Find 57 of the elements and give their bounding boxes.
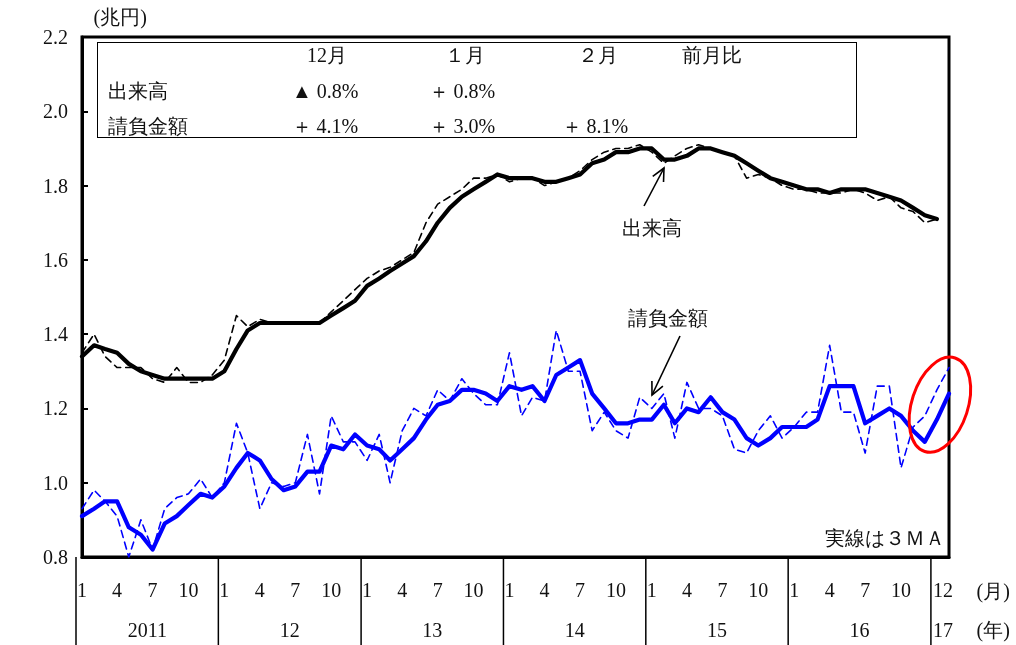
x-tick-label: 1 xyxy=(362,579,373,601)
text: 15 xyxy=(706,619,727,641)
y-tick-label: 2.0 xyxy=(43,100,68,123)
text: 2011 xyxy=(127,619,167,641)
x-tick-label: 4 xyxy=(254,579,265,601)
x-tick-label: 4 xyxy=(397,579,408,601)
x-tick-label: 1 xyxy=(77,579,87,601)
text: 12 xyxy=(279,619,300,641)
x-tick-label: 1 xyxy=(646,579,657,601)
annotation: 前月比 xyxy=(682,44,742,66)
y-tick-label: 1.0 xyxy=(43,471,68,494)
y-tick-label: 2.2 xyxy=(43,26,68,48)
x-tick-label: 1 xyxy=(504,579,515,601)
x-tick-label: 7 xyxy=(717,579,728,601)
annotation: 12月 xyxy=(307,44,347,66)
x-tick-label: 12 xyxy=(932,579,953,601)
annotation: ＋ 0.8% xyxy=(428,80,496,102)
x-tick-label: 10 xyxy=(321,579,342,601)
x-tick-label: 7 xyxy=(860,579,871,601)
x-tick-label: 7 xyxy=(575,579,586,601)
x-tick-label: 7 xyxy=(432,579,443,601)
x-tick-label: 7 xyxy=(147,579,158,601)
x-tick-label: 7 xyxy=(290,579,301,601)
y-tick-label: 0.8 xyxy=(43,546,68,568)
y-tick-label: 1.6 xyxy=(43,248,68,271)
annotation: 出来高 xyxy=(622,217,682,239)
annotation: ＋ 8.1% xyxy=(561,115,629,137)
y-tick-label: 1.2 xyxy=(43,397,68,420)
x-tick-label: 10 xyxy=(891,579,912,601)
annotation: 実線は３ＭＡ xyxy=(825,527,945,549)
annotation: 請負金額 xyxy=(628,307,708,329)
annotation: １月 xyxy=(445,44,485,66)
text: (年) xyxy=(976,619,1010,641)
annotation: ２月 xyxy=(578,44,618,66)
y-tick-label: 1.8 xyxy=(43,174,68,197)
x-tick-label: 1 xyxy=(219,579,230,601)
annotation: 出来高 xyxy=(108,80,168,102)
x-tick-label: 4 xyxy=(681,579,692,601)
text: (月) xyxy=(976,580,1010,602)
x-tick-label: 4 xyxy=(112,579,123,601)
y-tick-label: 1.4 xyxy=(43,323,68,346)
x-tick-label: 10 xyxy=(178,579,199,601)
text: 13 xyxy=(422,619,443,641)
annotation: ▲ 0.8% xyxy=(292,80,359,102)
text: 17 xyxy=(932,619,953,641)
annotation: 請負金額 xyxy=(108,115,188,137)
annotation: ＋ 3.0% xyxy=(428,115,496,137)
text: 14 xyxy=(564,619,585,641)
x-tick-label: 10 xyxy=(463,579,484,601)
y-axis-title: (兆円) xyxy=(93,6,147,28)
x-tick-label: 4 xyxy=(539,579,550,601)
x-tick-label: 4 xyxy=(824,579,835,601)
text: 16 xyxy=(849,619,870,641)
x-tick-label: 10 xyxy=(748,579,769,601)
annotation: ＋ 4.1% xyxy=(291,115,359,137)
x-tick-label: 1 xyxy=(789,579,800,601)
x-tick-label: 10 xyxy=(605,579,626,601)
